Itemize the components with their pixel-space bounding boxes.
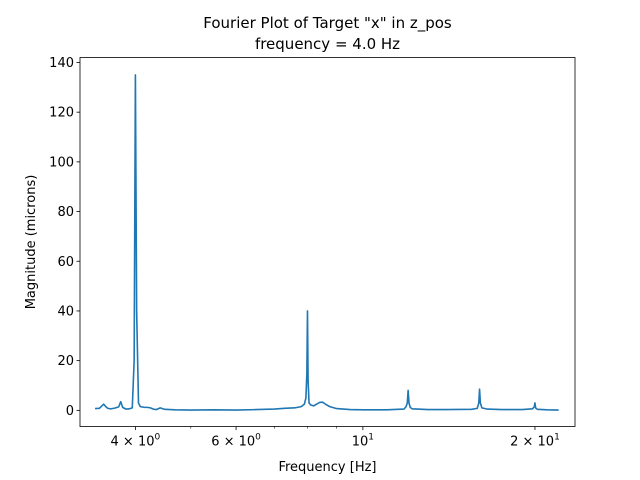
y-tick-label: 40 xyxy=(57,304,74,319)
y-axis: 0 20 40 60 80 100 120 140 xyxy=(49,56,80,419)
x-tick-label: 6 × 100 xyxy=(211,433,261,450)
y-tick-label: 100 xyxy=(49,155,74,170)
y-axis-label: Magnitude (microns) xyxy=(24,175,39,310)
x-tick-label: 101 xyxy=(352,433,374,450)
x-tick-label-exponent: 1 xyxy=(554,433,560,443)
x-axis: 4 × 100 6 × 100 101 2 × 101 xyxy=(111,426,560,450)
y-tick-label: 20 xyxy=(57,354,74,369)
plot-area xyxy=(95,74,559,411)
series-line xyxy=(95,74,559,411)
y-tick-label: 140 xyxy=(49,56,74,71)
y-tick-label: 80 xyxy=(57,205,74,220)
chart-title: Fourier Plot of Target "x" in z_pos xyxy=(203,14,452,33)
chart-subtitle: frequency = 4.0 Hz xyxy=(255,35,400,53)
x-tick-label: 4 × 100 xyxy=(111,433,161,450)
x-tick-label-base: 6 × 10 xyxy=(211,435,255,450)
y-tick-label: 60 xyxy=(57,255,74,270)
x-tick-label-base: 4 × 10 xyxy=(111,435,155,450)
x-axis-label: Frequency [Hz] xyxy=(278,460,376,475)
x-tick-label-base: 10 xyxy=(352,435,369,450)
x-tick-label-exponent: 1 xyxy=(368,433,374,443)
x-tick-label-exponent: 0 xyxy=(255,433,261,443)
y-tick-label: 0 xyxy=(66,404,74,419)
x-tick-label: 2 × 101 xyxy=(510,433,560,450)
y-tick-label: 120 xyxy=(49,106,74,121)
plot-frame xyxy=(79,57,576,427)
x-tick-label-exponent: 0 xyxy=(155,433,161,443)
x-tick-label-base: 2 × 10 xyxy=(510,435,554,450)
